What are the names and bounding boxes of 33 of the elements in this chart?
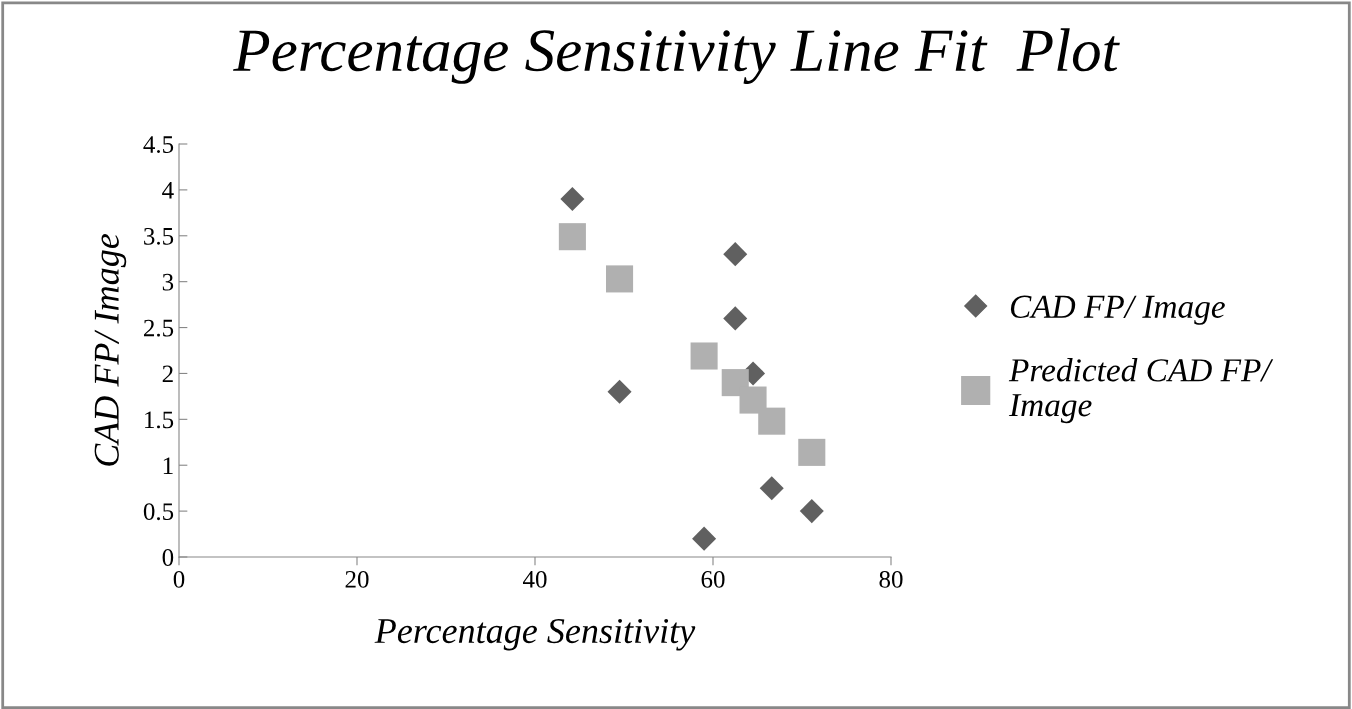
y-tick-label: 2 <box>162 365 173 383</box>
point <box>692 526 717 551</box>
chart-title: Percentage Sensitivity Line Fit Plot <box>233 28 1120 84</box>
point <box>560 187 585 212</box>
y-tick-label: 0 <box>162 549 174 566</box>
y-tick-label: 1.5 <box>145 411 174 429</box>
y-axis-title: CAD FP/ Image <box>94 233 127 466</box>
point <box>723 306 748 331</box>
x-tick-label: 20 <box>345 570 369 588</box>
point <box>739 386 767 414</box>
y-tick-label: 1 <box>163 457 173 474</box>
y-tick-label: 3.5 <box>144 227 174 245</box>
x-tick-label: 60 <box>701 570 725 588</box>
y-tick-label: 2.5 <box>143 319 174 337</box>
point <box>723 242 748 267</box>
point <box>758 407 786 435</box>
x-tick-label: 80 <box>879 570 903 588</box>
y-tick-label: 0.5 <box>143 503 174 521</box>
x-axis-title: Percentage Sensitivity <box>374 618 696 651</box>
x-tick-label: 40 <box>522 570 547 588</box>
legend-label: Predicted CAD FP/ Image <box>1008 358 1274 424</box>
point <box>607 379 632 404</box>
point <box>558 223 586 251</box>
y-tick-label: 4.5 <box>143 136 174 154</box>
point <box>690 342 718 370</box>
legend-label: CAD FP/ Image <box>1010 295 1225 325</box>
y-tick-label: 4 <box>162 182 174 199</box>
point <box>759 476 784 501</box>
x-tick-label: 0 <box>173 570 185 588</box>
point <box>798 438 826 466</box>
point <box>799 499 824 524</box>
y-tick-label: 3 <box>162 273 174 291</box>
point <box>606 265 634 293</box>
